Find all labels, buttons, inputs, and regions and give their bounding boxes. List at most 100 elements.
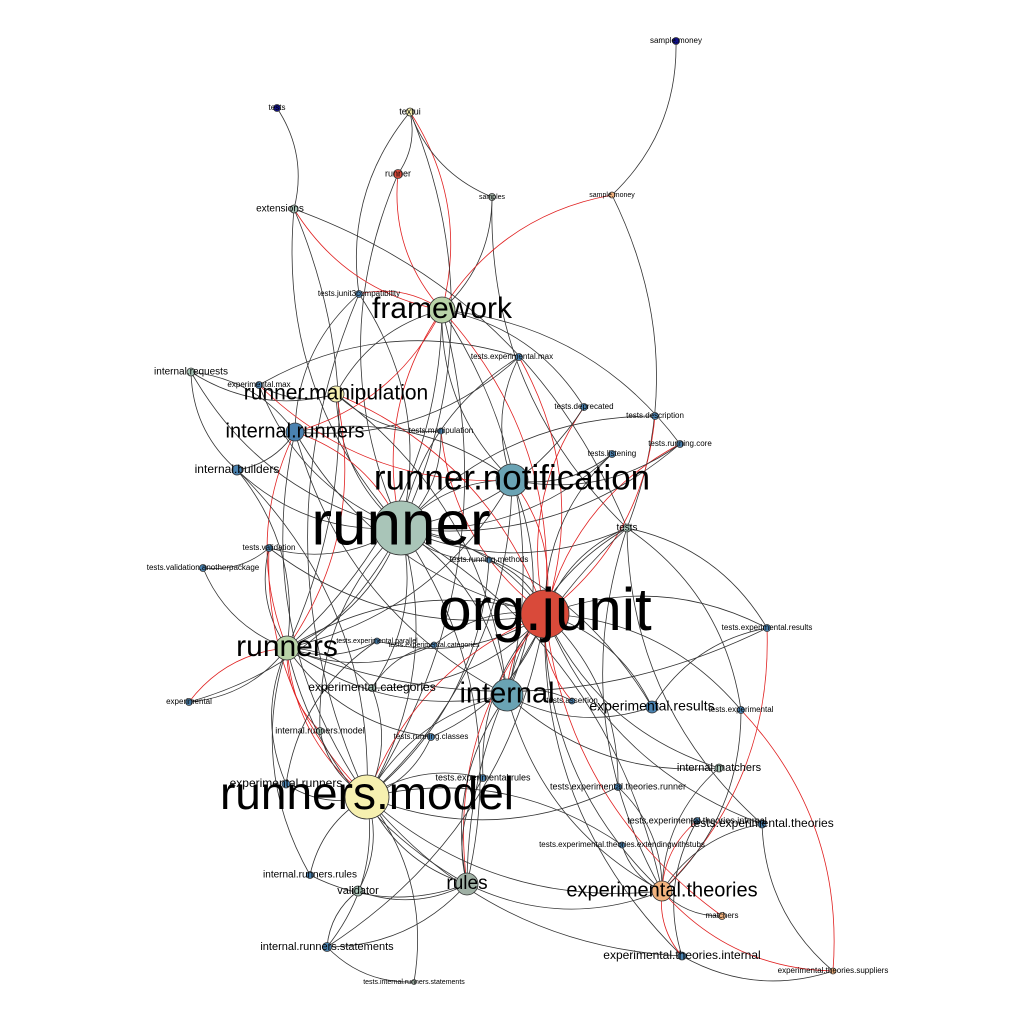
dependency-edge [661, 767, 720, 892]
dependency-edge [617, 786, 663, 892]
node-layer [185, 37, 837, 985]
node-exp-max [255, 381, 263, 389]
node-label-internal: internal [459, 678, 554, 710]
dependency-edge [326, 613, 546, 948]
dependency-edge [611, 40, 677, 196]
node-tests-running-core [676, 440, 684, 448]
dependency-edge [236, 469, 368, 798]
node-label-tests-exp-theories-internal: tests.experimental.theories.internal [627, 815, 767, 825]
node-label-tests-internal-runners-statements: tests.internal.runners.statements [363, 979, 465, 986]
dependency-edge [366, 786, 619, 821]
node-label-internal-runners-statements: internal.runners.statements [260, 941, 394, 953]
node-tests-exp-theories [757, 819, 767, 829]
dependency-edge [355, 111, 411, 295]
node-label-extensions: extensions [256, 204, 304, 215]
dependency-edge [651, 627, 768, 708]
dependency-edge [366, 796, 419, 983]
node-exp-theories [651, 880, 673, 902]
dependency-edge [286, 208, 340, 649]
node-label-tests-validation-another: tests.validation.anotherpackage [147, 563, 260, 572]
node-label-internal-builders: internal.builders [195, 462, 280, 476]
dependency-edge [400, 527, 628, 554]
node-label-tests-manipulation: tests.manipulation [409, 426, 473, 435]
dependency-edge [285, 640, 378, 785]
dependency-edge [258, 340, 520, 386]
node-label-tests: tests [616, 523, 637, 534]
dependency-edge [309, 874, 468, 898]
dependency-edge [335, 393, 546, 615]
dependency-edge [441, 194, 613, 311]
node-validator [352, 885, 364, 897]
dependency-edge [266, 431, 296, 649]
node-experimental [185, 698, 193, 706]
node-tests-running-methods [485, 556, 493, 564]
edge-layer [188, 40, 835, 983]
dependency-edge [326, 890, 359, 948]
node-label-runners-model: runners.model [220, 767, 514, 819]
node-internal-runners-model [316, 727, 324, 735]
node-label-tests-running-classes: tests.running.classes [394, 732, 469, 741]
node-label-tests-exp-results: tests.experimental.results [722, 623, 813, 632]
dependency-edge [291, 208, 402, 529]
dependency-edge [268, 547, 368, 798]
node-tests-running-classes [427, 733, 435, 741]
node-label-exp-categories: experimental.categories [308, 680, 435, 694]
node-label-tests-validation: tests.validation [243, 543, 296, 552]
node-runner-notification [495, 463, 529, 497]
node-label-tests-exp-max: tests.experimental.max [471, 352, 553, 361]
dependency-edge [286, 599, 546, 649]
node-tests-exp-rules [479, 774, 487, 782]
dependency-edge [441, 196, 493, 311]
dependency-edge [335, 393, 508, 696]
dependency-edge [188, 527, 402, 703]
node-label-internal-matchers: internal.matchers [677, 762, 762, 774]
node-label-tests-exp-theories: tests.experimental.theories [690, 816, 833, 830]
dependency-edge [236, 469, 290, 649]
dependency-edge [461, 694, 508, 885]
dependency-edge [441, 309, 585, 408]
dependency-edge [740, 709, 835, 972]
node-sample-money-b [608, 191, 616, 199]
dependency-edge [761, 823, 834, 972]
dependency-edge [319, 527, 402, 732]
dependency-edge [626, 527, 742, 711]
dependency-edge [466, 883, 663, 910]
node-label-org-junit: org.junit [438, 576, 652, 643]
node-label-runner-manipulation: runner.manipulation [244, 382, 428, 405]
dependency-edge [360, 173, 402, 529]
dependency-edge [506, 694, 663, 892]
dependency-edge [271, 647, 288, 785]
dependency-edge [518, 356, 563, 615]
dependency-edge [661, 709, 742, 892]
dependency-edge [400, 443, 681, 532]
node-internal-builders [231, 464, 243, 476]
dependency-edge [544, 613, 742, 711]
node-internal-runners [285, 422, 305, 442]
node-label-internal-runners-rules: internal.runners.rules [263, 870, 357, 881]
dependency-edge [506, 479, 534, 696]
dependency-edge [294, 425, 513, 481]
node-sample-money-a [672, 37, 680, 45]
node-label-tests-junit3: tests.junit3compatibility [318, 289, 400, 298]
node-matchers [718, 912, 726, 920]
node-label-internal-runners-model: internal.runners.model [275, 725, 365, 735]
node-tests-manipulation [437, 427, 445, 435]
node-tests-listening [608, 450, 616, 458]
node-samples [488, 193, 496, 201]
dependency-edge [544, 613, 763, 825]
dependency-edge [626, 527, 768, 629]
node-extensions [289, 204, 299, 214]
dependency-edge [282, 431, 368, 798]
dependency-edge [544, 613, 683, 957]
dependency-edge [441, 309, 681, 445]
dependency-edge [188, 647, 288, 703]
node-runner-small [393, 169, 403, 179]
node-label-exp-theories-suppliers: experimental.theories.suppliers [778, 966, 889, 975]
node-label-exp-theories-internal: experimental.theories.internal [603, 948, 760, 962]
node-framework [428, 296, 456, 324]
dependency-edge [335, 393, 442, 432]
node-label-tests-deprecated: tests.deprecated [554, 402, 613, 411]
dependency-edge [271, 647, 311, 876]
dependency-edge [366, 309, 465, 798]
